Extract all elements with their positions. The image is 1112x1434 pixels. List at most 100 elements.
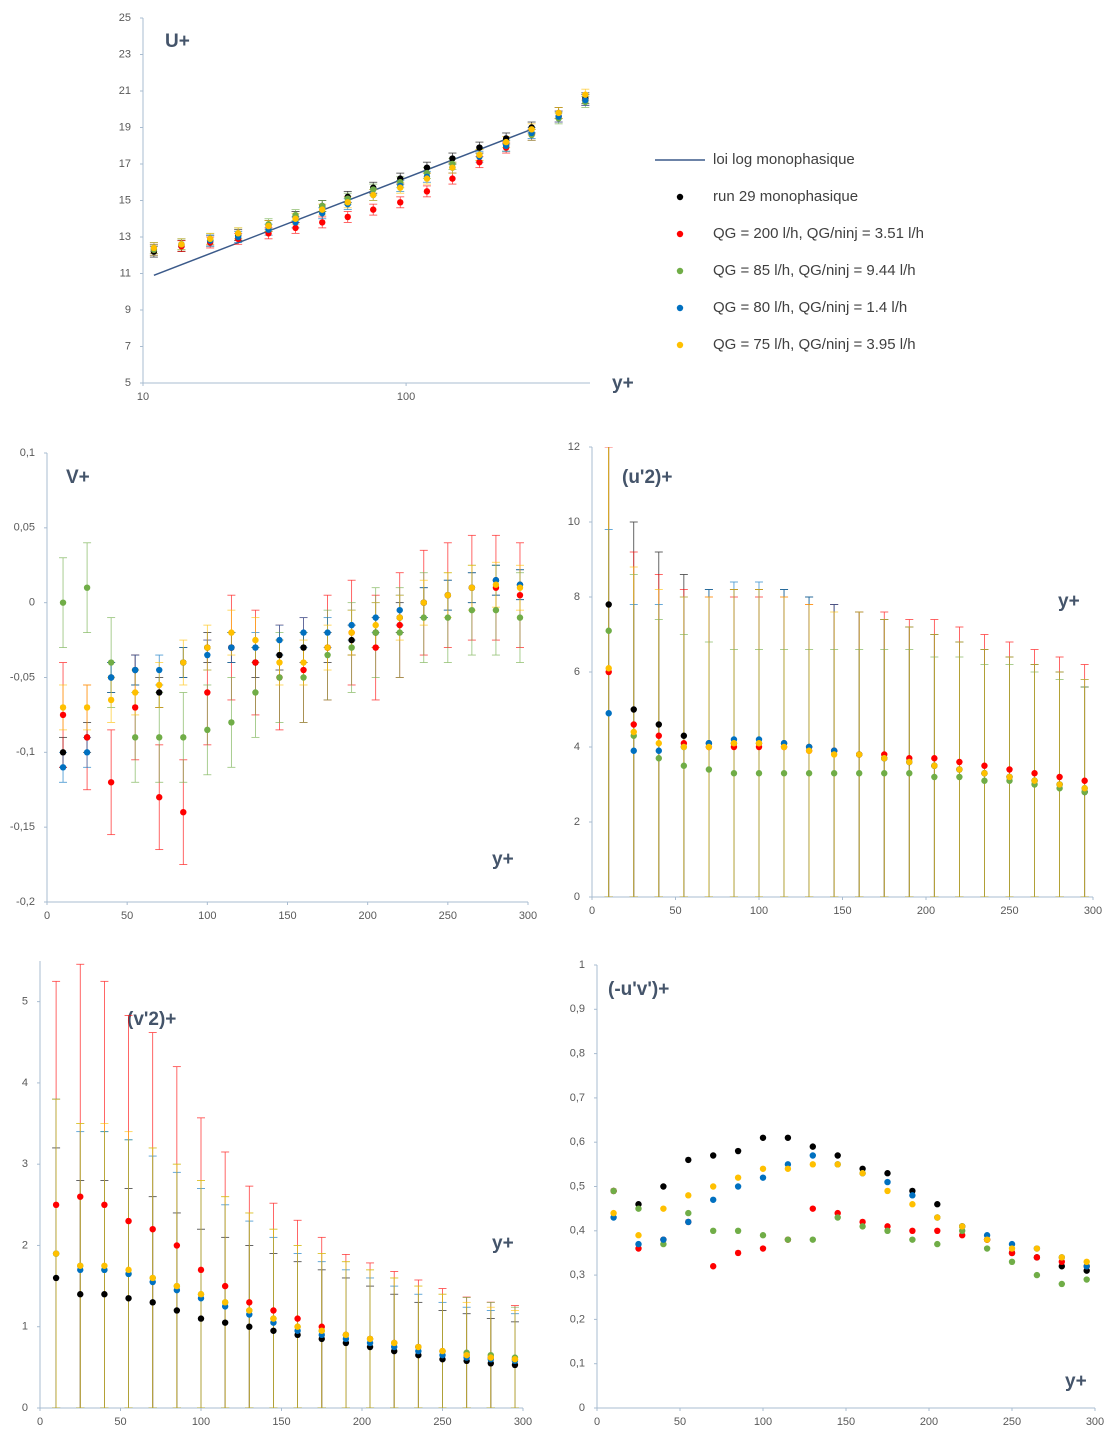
data-point (610, 1187, 617, 1195)
data-point (605, 665, 612, 672)
plot-area (59, 534, 524, 865)
data-point (605, 627, 612, 634)
data-point (221, 1282, 229, 1290)
y-tick-label: 8 (574, 591, 580, 603)
data-point (1033, 1245, 1041, 1252)
data-point (344, 213, 351, 221)
data-point (391, 1339, 398, 1347)
data-point (959, 1227, 966, 1235)
data-point (981, 762, 988, 769)
x-tick-label: 50 (674, 1416, 686, 1428)
data-point (101, 1262, 108, 1269)
data-point (956, 773, 963, 781)
data-point (959, 1223, 966, 1230)
data-point (372, 644, 379, 651)
data-point (180, 659, 187, 666)
data-point (300, 644, 307, 651)
data-point (270, 1315, 277, 1322)
y-tick-label: 0,4 (570, 1225, 585, 1237)
data-point (276, 674, 283, 681)
y-tick-label: 5 (125, 377, 131, 389)
x-axis-label: y+ (1065, 1371, 1087, 1392)
x-tick-label: 50 (669, 905, 681, 917)
data-point (396, 621, 403, 629)
y-tick-label: 3 (22, 1158, 28, 1170)
data-point (228, 629, 235, 636)
data-point (884, 1227, 891, 1235)
y-tick-label: 0 (574, 891, 580, 903)
data-point (370, 186, 377, 193)
data-point (252, 644, 259, 651)
data-point (300, 674, 307, 681)
data-point (294, 1315, 301, 1322)
data-point (125, 1217, 132, 1225)
data-point (784, 1236, 792, 1243)
data-point (680, 743, 688, 751)
data-point (396, 614, 403, 621)
data-point (635, 1232, 642, 1239)
data-point (784, 1165, 792, 1172)
data-point (981, 770, 988, 777)
data-point (204, 689, 211, 696)
data-point (366, 1335, 374, 1343)
data-point (156, 794, 163, 801)
data-point (221, 1319, 229, 1326)
x-tick-label: 300 (519, 910, 537, 922)
data-point (131, 734, 139, 741)
data-point (107, 696, 115, 704)
y-tick-label: 9 (125, 304, 131, 316)
data-point (149, 1299, 156, 1306)
chart-title: (-u'v')+ (608, 979, 669, 1000)
data-point (156, 666, 163, 674)
data-point (1008, 1258, 1016, 1266)
data-point (276, 636, 283, 644)
legend-label: loi log monophasique (713, 151, 855, 168)
data-point (319, 206, 326, 213)
data-point (906, 770, 913, 777)
data-point (59, 749, 67, 756)
data-point (934, 1214, 941, 1221)
data-point (463, 1351, 470, 1359)
data-point (909, 1192, 916, 1199)
data-point (370, 206, 377, 213)
data-point (1006, 773, 1013, 781)
data-point (101, 1201, 108, 1209)
data-point (981, 777, 988, 784)
data-point (1031, 777, 1038, 784)
x-axis-label: y+ (1058, 591, 1080, 612)
data-point (630, 747, 637, 754)
data-point (906, 758, 913, 766)
data-point (206, 235, 214, 243)
data-point (420, 614, 427, 621)
data-point (680, 762, 688, 769)
data-point (830, 751, 838, 758)
data-point (246, 1307, 253, 1314)
y-tick-label: -0,2 (16, 896, 35, 908)
data-point (635, 1245, 642, 1252)
y-tick-label: 0,7 (570, 1092, 585, 1104)
y-tick-label: 21 (119, 85, 131, 97)
data-point (884, 1178, 891, 1186)
plot-area (610, 1134, 1090, 1288)
data-point (439, 1347, 446, 1355)
chart-title: (v'2)+ (127, 1009, 176, 1030)
data-point (710, 1152, 717, 1159)
x-axis-label: y+ (612, 373, 634, 394)
data-point (125, 1295, 132, 1302)
data-point (755, 740, 763, 747)
data-point (610, 1209, 617, 1217)
data-point (1083, 1263, 1090, 1270)
x-tick-label: 0 (589, 905, 595, 917)
data-point (660, 1240, 667, 1248)
data-point (856, 770, 863, 777)
data-point (252, 659, 259, 666)
data-point (270, 1327, 277, 1334)
data-point (348, 621, 355, 629)
x-tick-label: 100 (750, 905, 768, 917)
y-tick-label: 7 (125, 340, 131, 352)
data-point (734, 1249, 742, 1257)
data-point (1033, 1271, 1041, 1279)
data-point (396, 629, 403, 636)
data-point (276, 659, 283, 666)
data-point (396, 606, 403, 614)
